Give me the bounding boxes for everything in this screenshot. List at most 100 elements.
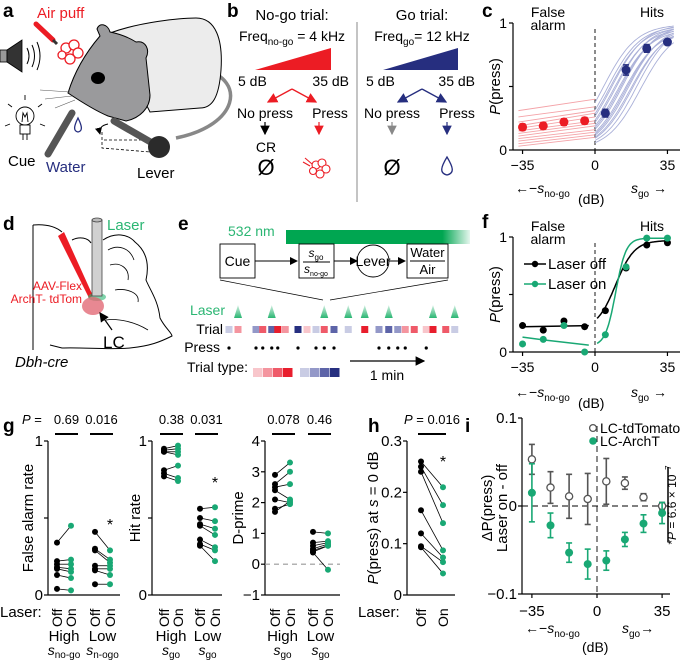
y-tick-label: 0 [509, 498, 517, 515]
fit-curve-nogo [522, 324, 589, 328]
data-point [519, 322, 527, 330]
go-no-press: No press [364, 105, 420, 121]
optic-fiber-icon [91, 217, 103, 297]
trial-type-legend-swatch [253, 368, 263, 377]
laser-pulse-marker [384, 305, 393, 318]
laser-off-point [54, 571, 60, 578]
legend-marker [531, 260, 539, 268]
legend-label: LC-ArchT [600, 433, 660, 449]
trial-type-legend-swatch [300, 368, 310, 377]
lc-expression-region [82, 297, 104, 315]
laser-on-point [175, 478, 181, 485]
nogo-low-intensity: 5 dB [238, 73, 267, 89]
go-press: Press [439, 105, 475, 121]
individual-fit-go [594, 28, 674, 123]
laser-condition-label: Laser: [0, 604, 42, 621]
time-scale-label: 1 min [370, 367, 404, 383]
condition-on-label: On [435, 608, 451, 627]
individual-fit-nogo [518, 129, 596, 140]
paired-line [312, 552, 329, 571]
nogo-no-press: No press [237, 105, 293, 121]
condition-on-label: On [170, 608, 186, 627]
freq-text: Freq [374, 28, 403, 44]
condition-off-label: Off [192, 608, 208, 627]
y-tick-label: 0 [139, 587, 147, 604]
cue-box-label: Cue [225, 253, 251, 269]
y-tick-label: −0.1 [487, 586, 517, 603]
y-axis-label-line1: ΔP(press) [479, 475, 496, 542]
s-var: s [311, 642, 318, 658]
panel-a: a Air puff Cue [0, 1, 233, 182]
p-value-label: 0.078 [267, 412, 300, 427]
trial-marker [234, 326, 242, 333]
laser-on-bar [286, 230, 470, 244]
condition-on-label: On [102, 608, 118, 627]
data-point-filled [565, 548, 574, 557]
freq-subscript: no-go [268, 37, 294, 48]
freq-value: = 4 kHz [293, 28, 345, 44]
condition-on-label: On [320, 608, 336, 627]
y-tick-label: 0.1 [381, 536, 402, 553]
laser-on-point [212, 547, 218, 554]
y-tick-label: 0 [394, 587, 402, 604]
legend-label: Laser on [548, 276, 606, 293]
laser-on-point [107, 571, 113, 578]
data-point [518, 122, 528, 132]
data-point [601, 331, 609, 339]
s-var: s [48, 642, 55, 658]
laser-off-point [54, 585, 60, 592]
individual-fit-go [594, 35, 674, 139]
laser-off-point [92, 547, 98, 554]
laser-pulse-marker [234, 305, 242, 318]
laser-pulse-marker [429, 305, 437, 318]
condition-off-label: Off [267, 608, 283, 627]
s-var: s [537, 180, 544, 196]
speaker-icon [0, 39, 41, 73]
data-point-open [546, 483, 555, 492]
laser-on-point [175, 462, 181, 469]
trial-marker [330, 326, 338, 333]
data-point-open [564, 492, 574, 501]
laser-off-point [272, 471, 278, 478]
data-point [559, 117, 569, 127]
x-caption-nogo: ←−sno-go [525, 620, 580, 640]
individual-fit-nogo [518, 134, 596, 145]
zoom-line [219, 279, 324, 301]
stimulus-box [298, 243, 335, 279]
laser-on-point [68, 556, 74, 563]
panel-label-a: a [3, 1, 14, 22]
laser-off-point [310, 549, 316, 556]
fit-curve-nogo [522, 336, 589, 346]
press-marker [396, 346, 400, 350]
p-value-label: 0.69 [54, 412, 79, 427]
data-point [642, 43, 652, 53]
lc-label: LC [103, 333, 125, 352]
trial-marker [451, 326, 459, 333]
press-marker [296, 346, 300, 350]
panel-b: b No-go trial: Freqno-go = 4 kHz 5 dB 35… [227, 1, 475, 202]
p-var: P [404, 412, 413, 427]
data-point [581, 323, 589, 331]
legend-marker [531, 280, 539, 288]
data-point [663, 234, 671, 242]
no-outcome-icon: Ø [257, 155, 274, 180]
x-caption-go: sgo → [631, 180, 667, 200]
water-drop-icon [73, 116, 83, 133]
water-spout [44, 109, 76, 158]
data-point [581, 348, 589, 356]
laser-off-point [197, 542, 203, 549]
s-subscript: go [280, 650, 292, 660]
condition-on-label: On [282, 608, 298, 627]
individual-fit-nogo [518, 136, 596, 147]
individual-fit-nogo [518, 112, 596, 127]
individual-fit-go [594, 34, 674, 135]
legend-label: LC-tdTomato [600, 420, 680, 436]
laser-pulse-marker [267, 305, 276, 318]
fit-curve-go [596, 239, 670, 319]
p-var: P [22, 412, 31, 427]
s-subscript: no-go [554, 629, 580, 640]
legend-marker-open [588, 423, 598, 433]
significance-star: * [440, 454, 446, 471]
